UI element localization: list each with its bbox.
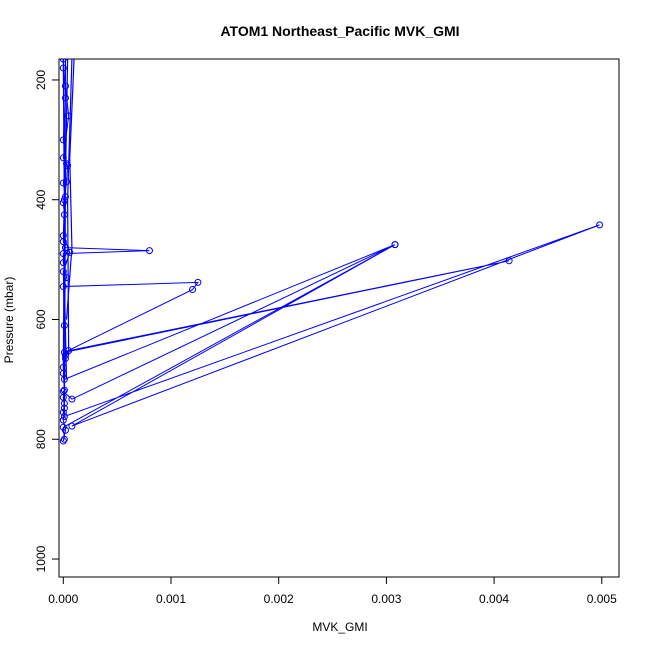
x-axis: 0.000 0.001 0.002 0.003 0.004 0.005 — [48, 576, 617, 606]
y-tick-label: 1000 — [34, 545, 48, 572]
data-point — [59, 369, 67, 377]
y-tick-label: 800 — [34, 429, 48, 449]
y-axis: 200 400 600 800 1000 — [34, 70, 60, 572]
data-point — [145, 247, 153, 255]
data-point — [59, 154, 67, 162]
data-point — [61, 244, 69, 252]
data-point — [59, 393, 67, 401]
chart-title: ATOM1 Northeast_Pacific MVK_GMI — [220, 23, 459, 39]
data-point — [391, 241, 399, 249]
data-point — [65, 112, 73, 120]
series-line — [62, 67, 71, 442]
data-point — [189, 286, 197, 294]
data-point — [60, 404, 68, 412]
data-point — [505, 257, 513, 265]
data-point — [60, 196, 68, 204]
data-point — [59, 199, 67, 207]
x-tick-label: 0.001 — [156, 592, 186, 606]
data-point — [63, 178, 71, 186]
x-tick-label: 0.003 — [371, 592, 401, 606]
data-point — [68, 395, 76, 403]
data-point — [61, 82, 69, 90]
x-tick-label: 0.004 — [479, 592, 509, 606]
plot-area — [59, 59, 604, 445]
y-tick-label: 600 — [34, 309, 48, 329]
data-point — [596, 221, 604, 229]
data-point — [59, 64, 67, 72]
data-point — [60, 386, 68, 394]
data-point — [68, 422, 76, 430]
y-tick-label: 400 — [34, 189, 48, 209]
data-point — [59, 59, 67, 63]
data-point — [60, 321, 68, 329]
data-point — [63, 160, 71, 168]
x-axis-label: MVK_GMI — [312, 620, 367, 634]
x-tick-label: 0.002 — [264, 592, 294, 606]
data-point — [59, 136, 67, 144]
series-line — [62, 59, 600, 440]
data-point — [64, 162, 72, 170]
x-tick-label: 0.005 — [587, 592, 617, 606]
y-tick-label: 200 — [34, 70, 48, 90]
data-point — [59, 250, 67, 258]
data-point — [59, 416, 67, 424]
y-axis-label: Pressure (mbar) — [2, 277, 16, 364]
data-point — [194, 278, 202, 286]
data-point — [61, 351, 69, 359]
x-tick-label: 0.000 — [48, 592, 78, 606]
data-point — [61, 426, 69, 434]
profile-trace — [65, 59, 75, 320]
data-point — [59, 232, 67, 240]
data-point — [59, 268, 67, 276]
data-point — [59, 437, 67, 445]
data-point — [66, 248, 74, 256]
data-point — [61, 94, 69, 102]
